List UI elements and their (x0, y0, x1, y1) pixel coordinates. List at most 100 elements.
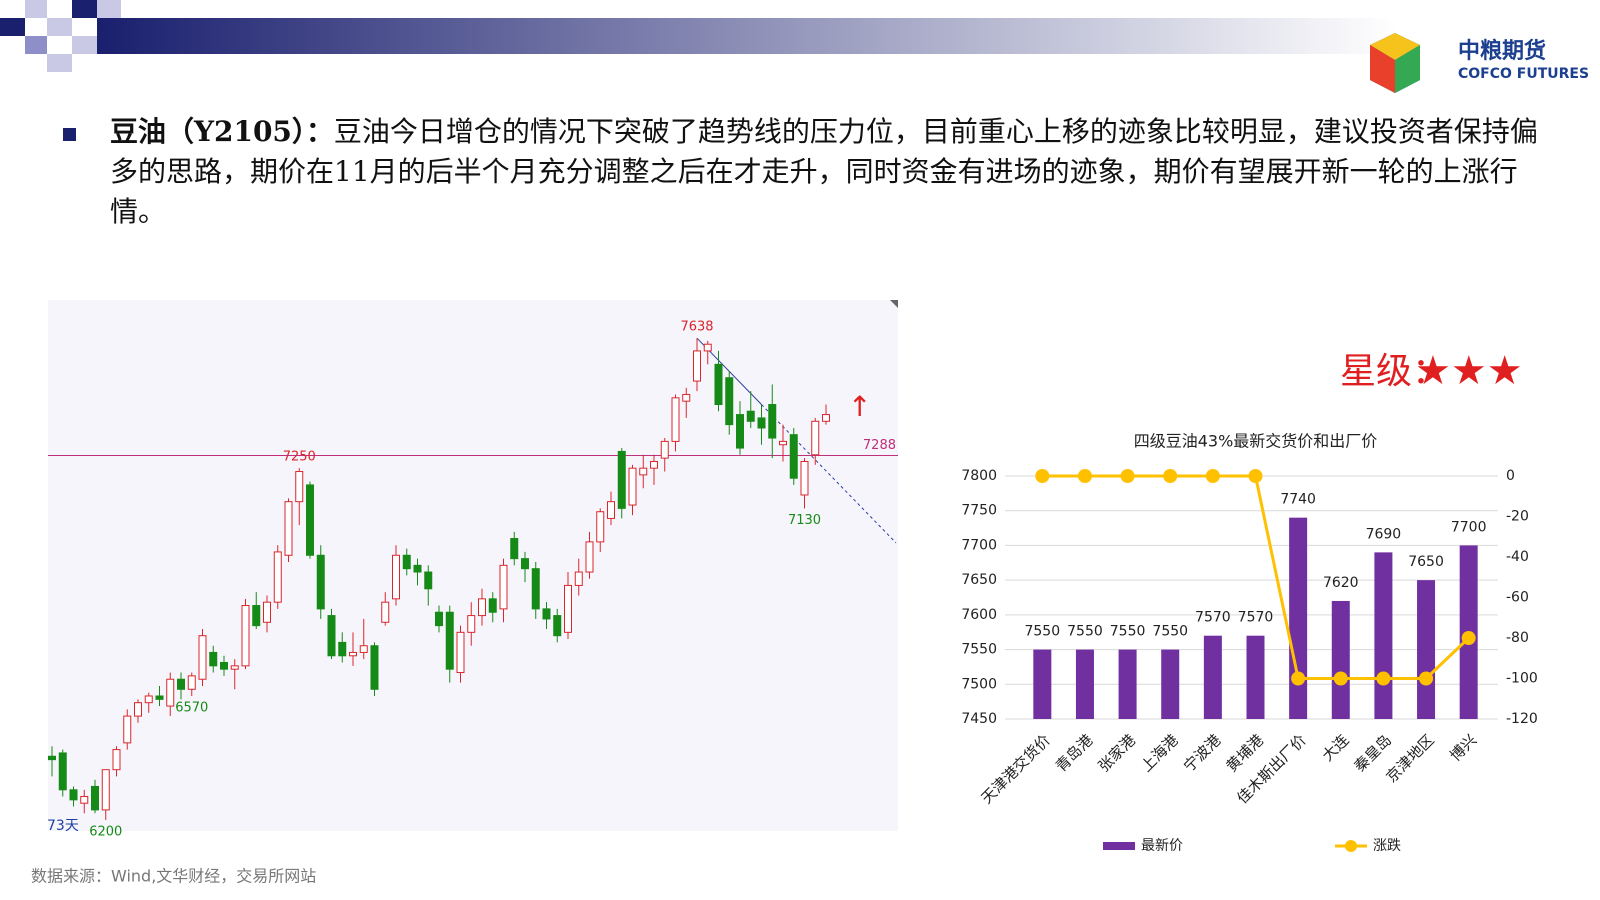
candle-body (607, 501, 615, 519)
candle-body (650, 460, 658, 469)
period-label: 73天 (47, 818, 79, 834)
candle-body (101, 769, 110, 811)
candle-body (822, 414, 830, 422)
line-point (1163, 469, 1178, 483)
y2-tick-label: -20 (1506, 509, 1529, 525)
bar-value-label: 7550 (1152, 624, 1188, 640)
rating-stars: ★★★ (1415, 348, 1523, 394)
bar (1203, 635, 1222, 719)
candle-body (746, 410, 755, 422)
y-tick-label: 7700 (961, 537, 997, 553)
candle-body (510, 538, 519, 560)
candle-body (445, 611, 454, 670)
candle-body (252, 605, 261, 627)
candle-body (671, 397, 680, 442)
line-point (1248, 469, 1263, 483)
bar-value-label: 7570 (1195, 610, 1231, 626)
candle-body (521, 558, 529, 570)
candle-body (69, 789, 78, 801)
candle-body (327, 615, 336, 657)
candle-body (768, 404, 777, 439)
legend-label: 涨跌 (1373, 838, 1401, 854)
candle-body (585, 541, 594, 573)
candle-body (316, 554, 325, 610)
y2-tick-label: -80 (1506, 630, 1529, 646)
candle-body (370, 645, 379, 690)
x-tick-label: 天津港交货价 (978, 731, 1054, 807)
bar (1033, 649, 1052, 719)
bar-value-label: 7550 (1024, 624, 1060, 640)
candle-body (91, 785, 99, 811)
bar (1417, 580, 1436, 719)
x-tick-label: 宁波港 (1180, 731, 1225, 776)
x-tick-label: 张家港 (1095, 731, 1140, 776)
bar (1161, 649, 1180, 719)
bar (1331, 600, 1350, 719)
legend-swatch (1103, 842, 1135, 850)
candle-body (58, 752, 67, 791)
line-point (1077, 469, 1092, 483)
bar-value-label: 7690 (1366, 526, 1402, 542)
y2-tick-label: -100 (1506, 671, 1538, 687)
low-label: 7130 (788, 513, 821, 528)
logo-en: COFCO FUTURES (1458, 66, 1589, 82)
y2-tick-label: -40 (1506, 549, 1529, 565)
candle-body (273, 551, 282, 603)
bar-value-label: 7570 (1238, 610, 1274, 626)
commentary: 豆油（Y2105）：豆油今日增仓的情况下突破了趋势线的压力位，目前重心上移的迹象… (110, 112, 1560, 232)
candle-body (617, 450, 626, 509)
bar (1374, 552, 1393, 719)
line-point (1461, 631, 1476, 645)
candle-body (198, 635, 207, 680)
candle-body (349, 651, 357, 657)
banner (0, 0, 1397, 72)
legend-swatch-dot (1345, 840, 1357, 852)
bar (1289, 517, 1308, 719)
candle-body (693, 350, 701, 382)
candle-panel (48, 300, 898, 831)
low-label: 6570 (175, 700, 208, 715)
legend-label: 最新价 (1141, 838, 1183, 854)
line-point (1419, 671, 1434, 686)
candle-body (123, 715, 132, 744)
y-tick-label: 7650 (961, 572, 997, 588)
candle-body (220, 661, 228, 670)
candle-body (381, 601, 390, 623)
candle-body (209, 651, 218, 667)
candle-body (531, 568, 540, 610)
candle-body (488, 598, 497, 613)
level-label: 7288 (863, 438, 896, 453)
logo: 中粮期货 COFCO FUTURES (1370, 33, 1589, 93)
candle-body (166, 678, 175, 707)
logo-cn: 中粮期货 (1458, 38, 1546, 64)
candle-body (80, 795, 89, 804)
candle-body (682, 393, 691, 402)
candle-body (413, 564, 422, 573)
rating-label: 星级： (1340, 351, 1448, 392)
line-point (1333, 671, 1348, 686)
candle-body (703, 343, 712, 352)
candle-body (499, 564, 508, 610)
low-label: 6200 (89, 824, 122, 839)
candle-body (639, 467, 648, 476)
candle-body (134, 702, 142, 717)
candle-body (553, 615, 562, 637)
panel-corner (890, 300, 898, 308)
candle-body (467, 615, 476, 633)
candle-body (779, 440, 787, 446)
candle-body (230, 665, 239, 670)
commentary-heading: 豆油（Y2105）： (110, 115, 334, 148)
candle-body (596, 511, 605, 543)
candle-body (628, 467, 637, 506)
candle-body (112, 749, 121, 771)
line-point (1205, 469, 1220, 483)
candle-body (424, 571, 433, 590)
bar-value-label: 7700 (1451, 519, 1487, 535)
candle-body (757, 417, 766, 429)
bar-value-label: 7550 (1067, 624, 1103, 640)
candle-body (736, 414, 744, 449)
candle-body (144, 695, 153, 704)
candle-body (725, 377, 734, 426)
candle-body (660, 440, 669, 459)
